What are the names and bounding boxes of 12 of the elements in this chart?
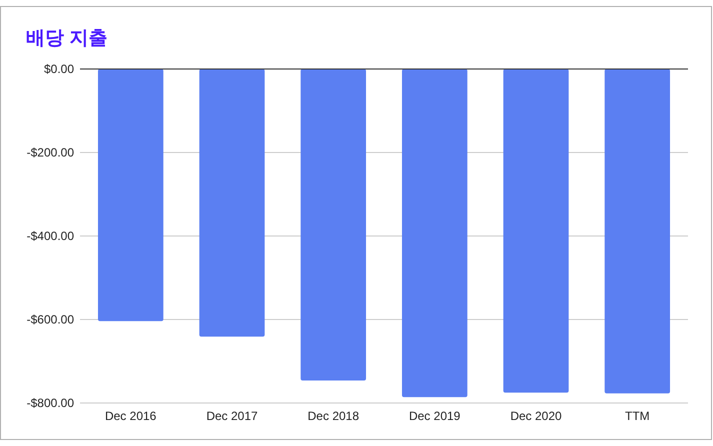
x-tick-label: Dec 2016 — [104, 409, 157, 423]
y-tick-label: -$200.00 — [26, 146, 74, 160]
x-tick-label: Dec 2018 — [308, 409, 360, 423]
y-tick-label: -$600.00 — [26, 312, 74, 326]
x-tick-label: Dec 2020 — [510, 409, 562, 423]
y-tick-label: $0.00 — [44, 62, 74, 76]
title: 배당 지출 — [26, 28, 108, 49]
x-tick-label: TTM — [625, 409, 650, 423]
x-tick-label: Dec 2019 — [408, 409, 461, 423]
y-tick-label: -$800.00 — [26, 396, 74, 410]
y-tick-label: -$400.00 — [26, 229, 74, 243]
x-tick-label: Dec 2017 — [206, 409, 258, 423]
